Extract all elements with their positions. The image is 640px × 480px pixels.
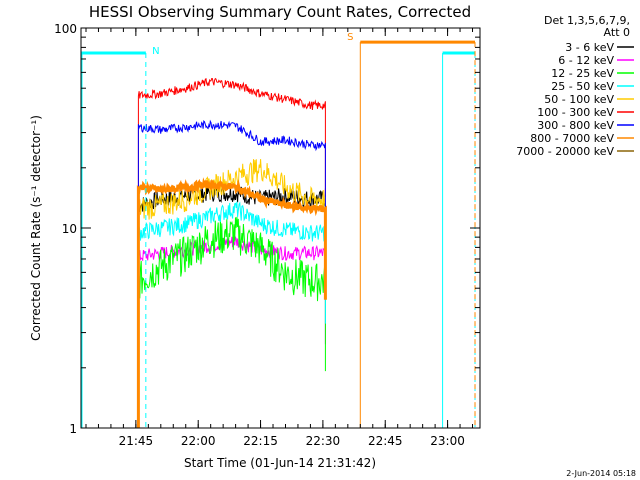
annotation-label-n: N	[152, 46, 159, 57]
series-line-25-50-keV	[137, 201, 326, 428]
legend-label-6-12-keV: 6 - 12 keV	[558, 54, 614, 67]
legend-label-800-7000-keV: 800 - 7000 keV	[530, 132, 614, 145]
x-axis: 21:45 22:00 22:15 22:30 22:45 23:00	[85, 28, 474, 448]
x-tick-label: 22:45	[368, 434, 403, 448]
legend-header: Att 0	[604, 26, 630, 39]
series-line-100-300-keV	[137, 77, 326, 428]
chart-title: HESSI Observing Summary Count Rates, Cor…	[89, 3, 471, 21]
legend-label-7000-20000-keV: 7000 - 20000 keV	[516, 145, 614, 158]
x-axis-label: Start Time (01-Jun-14 21:31:42)	[184, 456, 376, 470]
x-tick-label: 22:30	[306, 434, 341, 448]
series-line-300-800-keV	[137, 119, 326, 428]
legend-label-100-300-keV: 100 - 300 keV	[537, 106, 614, 119]
y-axis: 1 10 100	[54, 22, 480, 436]
legend-label-50-100-keV: 50 - 100 keV	[544, 93, 614, 106]
series-line-800-7000-keV	[136, 177, 327, 428]
legend-label-12-25-keV: 12 - 25 keV	[551, 67, 614, 80]
x-tick-label: 23:00	[430, 434, 465, 448]
series-line-12-25-keV	[137, 216, 326, 428]
footer-timestamp: 2-Jun-2014 05:18	[566, 469, 636, 478]
legend-label-3-6-keV: 3 - 6 keV	[565, 41, 614, 54]
legend-label-25-50-keV: 25 - 50 keV	[551, 80, 614, 93]
x-tick-label: 22:00	[181, 434, 216, 448]
series-line-50-100-keV	[137, 159, 326, 428]
legend-header: Det 1,3,5,6,7,9,	[544, 14, 630, 27]
x-tick-label: 22:15	[243, 434, 278, 448]
y-tick-label: 10	[62, 222, 77, 236]
x-tick-label: 21:45	[119, 434, 154, 448]
plot-traces: NS	[81, 32, 476, 428]
y-tick-label: 100	[54, 22, 77, 36]
legend-label-300-800-keV: 300 - 800 keV	[537, 119, 614, 132]
annotation-label-s: S	[347, 32, 353, 43]
y-axis-label: Corrected Count Rate (s⁻¹ detector⁻¹)	[29, 115, 43, 341]
y-tick-label: 1	[69, 422, 77, 436]
